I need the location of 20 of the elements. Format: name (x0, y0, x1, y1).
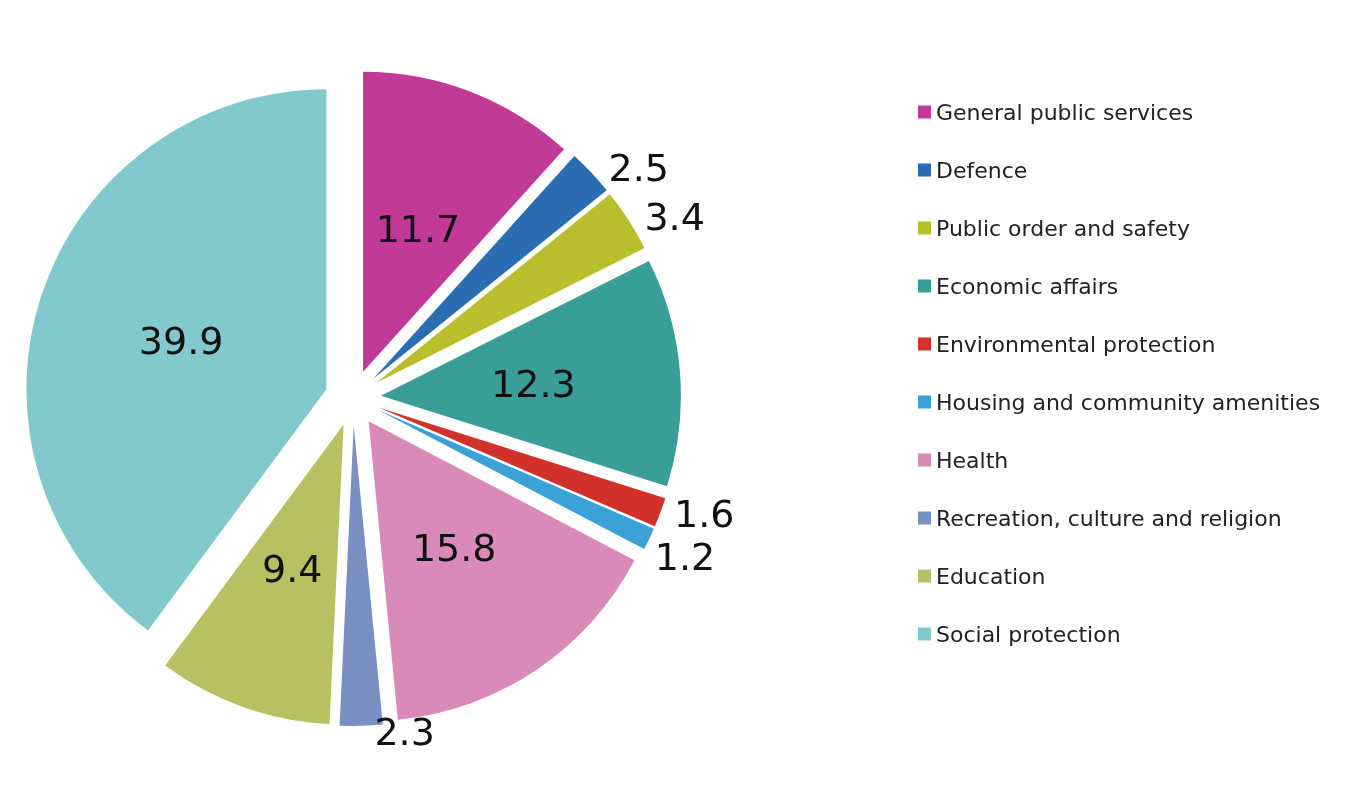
data-label: 15.8 (411, 526, 497, 571)
legend-label: Housing and community amenities (936, 389, 1321, 415)
legend-label: Environmental protection (936, 331, 1216, 357)
data-label: 12.3 (491, 361, 576, 406)
legend-label: Health (936, 447, 1009, 473)
data-label: 3.4 (644, 194, 705, 239)
data-label: 9.4 (262, 546, 323, 591)
data-label: 11.7 (375, 207, 461, 252)
legend-label: Recreation, culture and religion (936, 505, 1282, 531)
legend-label: Education (936, 563, 1046, 589)
data-label: 1.2 (654, 534, 716, 579)
data-label: 2.5 (608, 146, 670, 191)
data-label: 2.3 (374, 709, 435, 754)
legend-label: Defence (936, 157, 1028, 183)
data-label: 1.6 (674, 492, 735, 537)
legend-label: Public order and safety (936, 215, 1191, 241)
legend-label: Economic affairs (936, 273, 1119, 299)
data-label: 39.9 (138, 319, 224, 364)
legend-label: General public services (936, 99, 1194, 125)
legend-label: Social protection (936, 621, 1121, 647)
